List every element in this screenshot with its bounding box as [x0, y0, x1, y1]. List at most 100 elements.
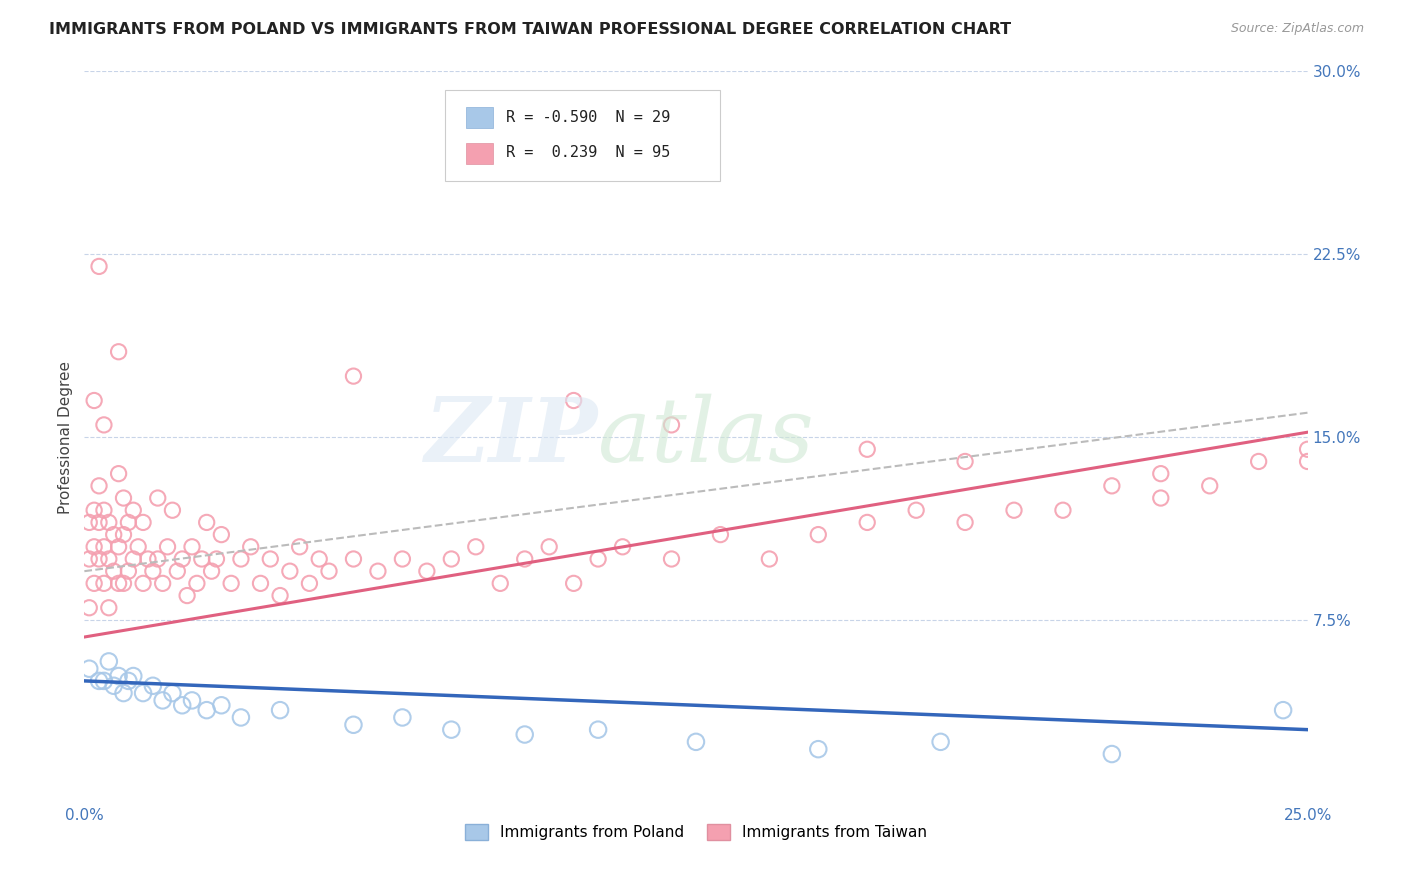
Point	[807, 742, 830, 756]
Point	[93, 673, 115, 688]
Point	[229, 710, 252, 724]
Point	[176, 589, 198, 603]
Point	[200, 564, 222, 578]
Point	[87, 673, 110, 688]
Bar	[465, 108, 494, 128]
Point	[562, 576, 585, 591]
Point	[538, 540, 561, 554]
Point	[269, 589, 291, 603]
Point	[308, 552, 330, 566]
Point	[132, 576, 155, 591]
Point	[661, 552, 683, 566]
Point	[191, 552, 214, 566]
Legend: Immigrants from Poland, Immigrants from Taiwan: Immigrants from Poland, Immigrants from …	[458, 818, 934, 847]
Point	[103, 564, 125, 578]
Point	[586, 723, 609, 737]
Point	[77, 600, 100, 615]
Point	[685, 735, 707, 749]
Point	[1247, 454, 1270, 468]
Point	[440, 723, 463, 737]
Bar	[465, 143, 494, 163]
Point	[162, 686, 184, 700]
Point	[1296, 454, 1319, 468]
Text: atlas: atlas	[598, 393, 814, 481]
Point	[186, 576, 208, 591]
Point	[929, 735, 952, 749]
Point	[856, 442, 879, 457]
Point	[146, 491, 169, 505]
Point	[83, 503, 105, 517]
Point	[205, 552, 228, 566]
Point	[342, 718, 364, 732]
Point	[83, 540, 105, 554]
Point	[117, 564, 139, 578]
Point	[807, 527, 830, 541]
Point	[269, 703, 291, 717]
Point	[112, 491, 135, 505]
Point	[1101, 747, 1123, 761]
Point	[209, 698, 232, 713]
Point	[152, 576, 174, 591]
Point	[146, 552, 169, 566]
Text: R = -0.590  N = 29: R = -0.590 N = 29	[506, 110, 671, 125]
Point	[513, 727, 536, 741]
Point	[342, 552, 364, 566]
Point	[249, 576, 271, 591]
Point	[97, 552, 120, 566]
Point	[93, 417, 115, 432]
Point	[513, 552, 536, 566]
Point	[172, 698, 194, 713]
Point	[953, 454, 976, 468]
Point	[416, 564, 439, 578]
Point	[758, 552, 780, 566]
Text: ZIP: ZIP	[425, 394, 598, 480]
Point	[142, 564, 165, 578]
Point	[103, 679, 125, 693]
Point	[152, 693, 174, 707]
Point	[1150, 491, 1173, 505]
Point	[87, 516, 110, 530]
Point	[87, 260, 110, 274]
Point	[298, 576, 321, 591]
Point	[112, 686, 135, 700]
Point	[318, 564, 340, 578]
Point	[83, 576, 105, 591]
Point	[87, 479, 110, 493]
Point	[166, 564, 188, 578]
Point	[122, 669, 145, 683]
Point	[127, 540, 149, 554]
Point	[229, 552, 252, 566]
Point	[1272, 703, 1295, 717]
Point	[709, 527, 731, 541]
Point	[117, 516, 139, 530]
Y-axis label: Professional Degree: Professional Degree	[58, 360, 73, 514]
Point	[219, 576, 242, 591]
Point	[391, 552, 413, 566]
Text: R =  0.239  N = 95: R = 0.239 N = 95	[506, 145, 671, 160]
Text: IMMIGRANTS FROM POLAND VS IMMIGRANTS FROM TAIWAN PROFESSIONAL DEGREE CORRELATION: IMMIGRANTS FROM POLAND VS IMMIGRANTS FRO…	[49, 22, 1011, 37]
Point	[97, 654, 120, 668]
Point	[172, 552, 194, 566]
Point	[77, 662, 100, 676]
Point	[181, 540, 204, 554]
Point	[259, 552, 281, 566]
Point	[342, 369, 364, 384]
Point	[181, 693, 204, 707]
Text: Source: ZipAtlas.com: Source: ZipAtlas.com	[1230, 22, 1364, 36]
Point	[1198, 479, 1220, 493]
Point	[367, 564, 389, 578]
Point	[856, 516, 879, 530]
Point	[132, 686, 155, 700]
Point	[612, 540, 634, 554]
Point	[1002, 503, 1025, 517]
Point	[661, 417, 683, 432]
Point	[122, 552, 145, 566]
Point	[489, 576, 512, 591]
Point	[93, 503, 115, 517]
Point	[83, 393, 105, 408]
Point	[107, 344, 129, 359]
Point	[586, 552, 609, 566]
Point	[103, 527, 125, 541]
Point	[136, 552, 159, 566]
Point	[209, 527, 232, 541]
